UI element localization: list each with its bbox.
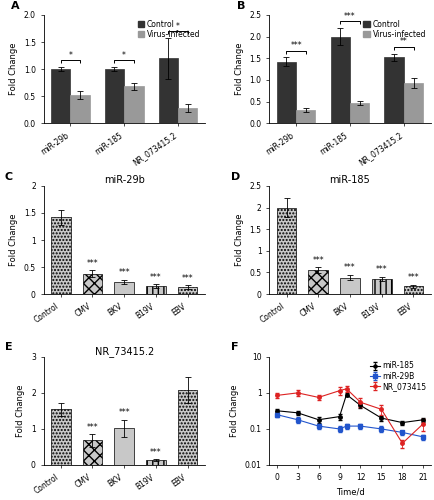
Text: *: * xyxy=(176,22,180,30)
Text: ***: *** xyxy=(118,408,130,417)
Text: ***: *** xyxy=(407,274,418,282)
Legend: Control, Virus-infected: Control, Virus-infected xyxy=(136,19,201,40)
Bar xyxy=(70,95,89,123)
Legend: Control, Virus-infected: Control, Virus-infected xyxy=(362,19,426,40)
Text: ***: *** xyxy=(343,264,355,272)
Bar xyxy=(339,278,359,294)
Y-axis label: Fold Change: Fold Change xyxy=(16,384,25,437)
Bar xyxy=(124,86,143,123)
Bar xyxy=(384,58,403,123)
Bar xyxy=(178,287,197,294)
Bar xyxy=(296,110,315,123)
Text: C: C xyxy=(5,172,13,181)
Text: ***: *** xyxy=(86,422,98,432)
Text: D: D xyxy=(230,172,239,181)
Y-axis label: Fold Change: Fold Change xyxy=(234,43,243,96)
Text: *: * xyxy=(122,51,126,60)
Text: A: A xyxy=(11,0,20,10)
Bar xyxy=(114,428,134,465)
Bar xyxy=(330,36,349,123)
Y-axis label: Fold Change: Fold Change xyxy=(9,214,18,266)
Text: ***: *** xyxy=(289,42,301,50)
Bar xyxy=(82,440,102,465)
Bar xyxy=(178,108,197,123)
Bar xyxy=(308,270,327,294)
Bar xyxy=(276,62,296,123)
Text: ***: *** xyxy=(150,448,161,456)
Text: *: * xyxy=(68,51,72,60)
Title: miR-185: miR-185 xyxy=(329,175,369,185)
Bar xyxy=(51,409,70,465)
Bar xyxy=(403,286,422,294)
Bar xyxy=(158,58,178,123)
Y-axis label: Fold Change: Fold Change xyxy=(9,43,18,96)
Text: ***: *** xyxy=(312,256,323,264)
Legend: miR-185, miR-29B, NR_073415: miR-185, miR-29B, NR_073415 xyxy=(369,360,426,392)
Y-axis label: Fold Change: Fold Change xyxy=(234,214,243,266)
Title: NR_73415.2: NR_73415.2 xyxy=(94,346,154,357)
Text: ***: *** xyxy=(150,272,161,281)
Bar xyxy=(276,208,296,294)
Text: ***: *** xyxy=(375,265,387,274)
Bar xyxy=(371,279,391,294)
Bar xyxy=(146,460,165,465)
Text: F: F xyxy=(230,342,237,352)
Text: ***: *** xyxy=(181,274,193,282)
Bar xyxy=(51,69,70,123)
Text: E: E xyxy=(5,342,13,352)
Bar xyxy=(349,103,368,123)
Bar xyxy=(105,69,124,123)
Text: ***: *** xyxy=(118,268,130,278)
Bar xyxy=(51,218,70,294)
Text: B: B xyxy=(237,0,245,10)
X-axis label: Time/d: Time/d xyxy=(335,487,364,496)
Bar xyxy=(403,83,422,123)
Text: ***: *** xyxy=(343,12,355,21)
Bar xyxy=(178,390,197,465)
Bar xyxy=(114,282,134,294)
Y-axis label: Fold Change: Fold Change xyxy=(230,384,239,437)
Text: ***: *** xyxy=(86,258,98,268)
Text: **: ** xyxy=(399,38,407,46)
Title: miR-29b: miR-29b xyxy=(103,175,144,185)
Bar xyxy=(82,274,102,294)
Bar xyxy=(146,286,165,294)
